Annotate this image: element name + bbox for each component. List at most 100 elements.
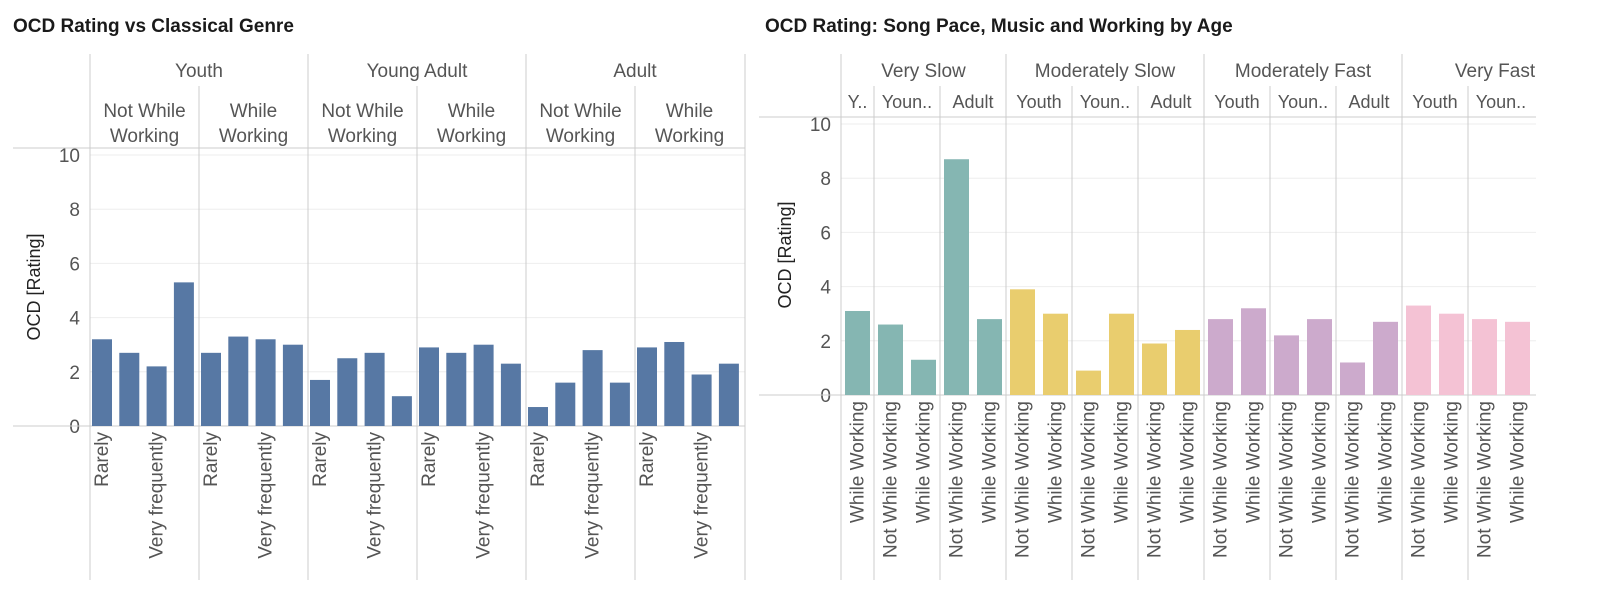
bar-moderately-slow-youth-not-while-working [1010, 289, 1035, 395]
y-axis-label: OCD [Rating] [24, 233, 44, 340]
y-axis-label: OCD [Rating] [775, 201, 795, 308]
bar-very-fast-youth-not-while-working [1406, 305, 1431, 395]
age-header-youth: Youth [1214, 92, 1259, 112]
bar-young-adult-while-working-1 [419, 347, 439, 426]
bar-moderately-slow-youn-while-working [1109, 313, 1134, 395]
bar-moderately-slow-youth-while-working [1043, 313, 1068, 395]
bar-very-slow-y-while-working [845, 310, 870, 395]
x-tick-label-not-while-working: Not While Working [1343, 401, 1364, 558]
bar-very-slow-adult-not-while-working [944, 159, 969, 395]
x-tick-label-not-while-working: Not While Working [1211, 401, 1232, 558]
pace-header-moderately-fast: Moderately Fast [1235, 61, 1372, 82]
bar-young-adult-not-while-working-2 [337, 358, 358, 426]
bar-very-fast-youn-while-working [1505, 321, 1530, 395]
pace-header-moderately-slow: Moderately Slow [1035, 61, 1176, 82]
working-header-not-while-working: Not While Working [321, 101, 403, 147]
x-tick-label-while-working: While Working [1508, 401, 1529, 523]
y-tick-label: 6 [69, 254, 80, 275]
x-tick-label-not-while-working: Not While Working [1475, 401, 1496, 558]
x-tick-label-not-while-working: Not While Working [1409, 401, 1430, 558]
y-tick-label: 8 [69, 200, 80, 221]
bar-adult-not-while-working-4 [609, 382, 630, 426]
age-header-youn: Youn.. [1080, 92, 1130, 112]
classical-genre-chart: 0 2 4 6 8 10 OCD [Rating] Youth Young Adult Adult… [13, 54, 746, 580]
age-header-youth: Youth [1412, 92, 1457, 112]
bar-moderately-slow-adult-not-while-working [1142, 343, 1167, 395]
y-tick-label: 4 [820, 278, 831, 299]
bar-very-slow-youn-not-while-working [878, 324, 903, 395]
working-header-not-while-working: Not While Working [103, 101, 185, 147]
y-tick-label: 10 [810, 115, 831, 136]
bar-moderately-fast-youth-not-while-working [1208, 319, 1233, 395]
bar-youth-while-working-3 [255, 339, 276, 426]
bar-adult-while-working-3 [691, 374, 712, 426]
x-tick-label-while-working: While Working [1310, 401, 1331, 523]
x-tick-label-rarely: Rarely [310, 432, 331, 487]
bar-adult-not-while-working-3 [582, 350, 603, 426]
age-group-header-adult: Adult [613, 61, 657, 82]
x-tick-label-not-while-working: Not While Working [1079, 401, 1100, 558]
y-tick-label: 0 [69, 417, 80, 438]
bar-adult-while-working-2 [664, 341, 685, 426]
x-tick-label-rarely: Rarely [419, 432, 440, 487]
pace-header-very-fast: Very Fast [1455, 61, 1536, 82]
x-tick-label-very-frequently: Very frequently [474, 432, 495, 559]
bar-youth-not-while-working-3 [146, 366, 167, 426]
bar-very-fast-youth-while-working [1439, 313, 1464, 395]
bar-moderately-fast-youn-not-while-working [1274, 335, 1299, 395]
bar-youth-not-while-working-1 [92, 339, 112, 426]
pace-header-very-slow: Very Slow [881, 61, 966, 82]
x-tick-label-not-while-working: Not While Working [947, 401, 968, 558]
working-header-not-while-working: Not While Working [539, 101, 621, 147]
bar-young-adult-not-while-working-1 [310, 379, 330, 426]
x-tick-label-while-working: While Working [1112, 401, 1133, 523]
bar-young-adult-not-while-working-4 [391, 396, 412, 426]
age-header-youn: Youn.. [882, 92, 932, 112]
y-tick-label: 2 [820, 332, 831, 353]
age-header-y: Y.. [848, 92, 868, 112]
y-tick-label: 4 [69, 309, 80, 330]
bar-moderately-slow-adult-while-working [1175, 329, 1200, 395]
x-tick-label-rarely: Rarely [92, 432, 113, 487]
bar-adult-not-while-working-2 [555, 382, 576, 426]
age-group-header-youth: Youth [175, 61, 223, 82]
bar-youth-while-working-4 [282, 344, 303, 426]
bar-young-adult-while-working-3 [473, 344, 494, 426]
x-tick-label-very-frequently: Very frequently [583, 432, 604, 559]
age-header-youth: Youth [1016, 92, 1061, 112]
age-header-adult: Adult [952, 92, 993, 112]
x-tick-label-while-working: While Working [1376, 401, 1397, 523]
x-tick-label-rarely: Rarely [528, 432, 549, 487]
x-tick-label-while-working: While Working [1442, 401, 1463, 523]
bar-very-fast-youn-not-while-working [1472, 319, 1497, 395]
x-tick-label-very-frequently: Very frequently [256, 432, 277, 559]
bar-moderately-slow-youn-not-while-working [1076, 370, 1101, 395]
age-group-header-young-adult: Young Adult [367, 61, 468, 82]
bar-moderately-fast-youth-while-working [1241, 308, 1266, 395]
chart-2-title: OCD Rating: Song Pace, Music and Working… [765, 16, 1233, 37]
bar-adult-not-while-working-1 [528, 407, 548, 426]
age-header-adult: Adult [1348, 92, 1389, 112]
y-tick-label: 2 [69, 363, 80, 384]
x-tick-label-very-frequently: Very frequently [365, 432, 386, 559]
x-tick-label-while-working: While Working [848, 401, 869, 523]
x-tick-label-very-frequently: Very frequently [147, 432, 168, 559]
bar-very-slow-adult-while-working [977, 319, 1002, 395]
y-tick-label: 10 [59, 146, 80, 167]
bar-moderately-fast-adult-not-while-working [1340, 362, 1365, 395]
bar-adult-while-working-4 [718, 363, 739, 426]
bar-moderately-fast-youn-while-working [1307, 319, 1332, 395]
working-header-while-working: While Working [437, 101, 506, 147]
bar-youth-not-while-working-2 [119, 352, 140, 426]
working-header-while-working: While Working [219, 101, 288, 147]
bar-very-slow-youn-while-working [911, 359, 936, 395]
x-tick-label-not-while-working: Not While Working [1013, 401, 1034, 558]
x-tick-label-not-while-working: Not While Working [881, 401, 902, 558]
bar-youth-while-working-1 [201, 352, 221, 426]
bar-youth-while-working-2 [228, 336, 249, 426]
chart-1-title: OCD Rating vs Classical Genre [13, 16, 294, 37]
age-header-adult: Adult [1150, 92, 1191, 112]
x-tick-label-rarely: Rarely [201, 432, 222, 487]
y-tick-label: 6 [820, 223, 831, 244]
